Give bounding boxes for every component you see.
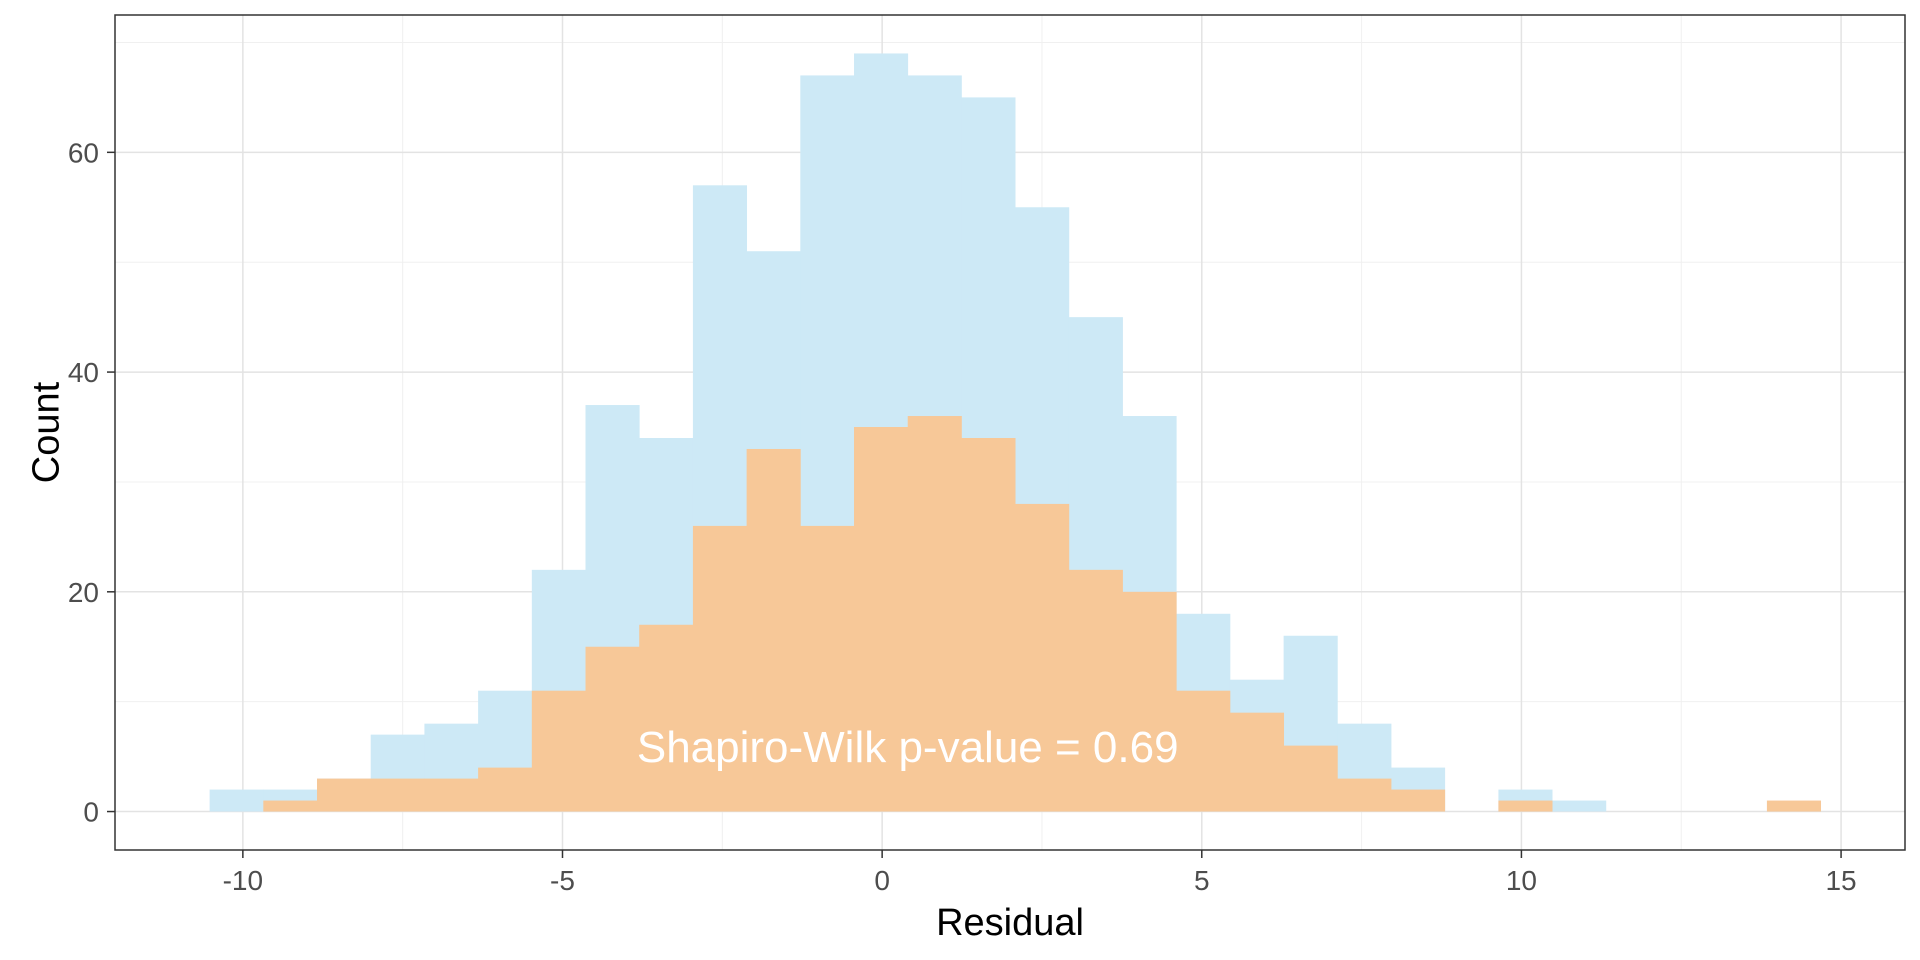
x-tick-label: 10 xyxy=(1506,865,1537,896)
histogram-bar-series-2 xyxy=(907,416,962,812)
histogram-bar-series-2 xyxy=(746,448,801,812)
histogram-bar-series-2 xyxy=(1122,591,1177,812)
x-axis-title: Residual xyxy=(936,902,1084,944)
x-tick-label: 15 xyxy=(1825,865,1856,896)
histogram-bar-series-2 xyxy=(1391,789,1446,812)
histogram-bar-series-2 xyxy=(1068,569,1123,812)
histogram-bar-series-1 xyxy=(1552,800,1607,812)
histogram-bar-series-2 xyxy=(478,767,533,812)
histogram-bar-series-2 xyxy=(639,624,694,812)
histogram-bar-series-2 xyxy=(1766,800,1822,812)
panel-border xyxy=(114,14,1906,851)
histogram-bar-series-2 xyxy=(1283,745,1338,812)
histogram-bar-series-2 xyxy=(531,690,586,812)
x-tick-label: -5 xyxy=(550,865,575,896)
histogram-bar-series-2 xyxy=(424,778,479,812)
histogram-bar-series-2 xyxy=(692,525,748,812)
histogram-bar-series-2 xyxy=(1337,778,1392,812)
y-tick-label: 20 xyxy=(68,577,99,608)
histogram-bar-series-2 xyxy=(1015,503,1070,812)
histogram-bar-series-2 xyxy=(1229,712,1285,812)
histogram-bar-series-2 xyxy=(800,525,855,812)
histogram-bar-series-2 xyxy=(1176,690,1231,812)
x-tick-label: 0 xyxy=(874,865,890,896)
axis-ticks: -10 -5 0 5 10 15 0 20 40 60 xyxy=(68,137,1857,896)
y-tick-label: 40 xyxy=(68,357,99,388)
histogram-bar-series-2 xyxy=(370,778,425,812)
histogram-bar-series-2 xyxy=(263,800,318,812)
histogram-bar-series-2 xyxy=(1498,800,1553,812)
x-tick-label: 5 xyxy=(1194,865,1210,896)
histogram-bar-series-2 xyxy=(854,427,909,812)
histogram-bar-series-2 xyxy=(961,437,1016,812)
y-axis-title: Count xyxy=(25,381,67,483)
x-tick-label: -10 xyxy=(223,865,263,896)
y-tick-label: 60 xyxy=(68,137,99,168)
y-tick-label: 0 xyxy=(83,797,99,828)
histogram-bar-series-2 xyxy=(317,778,372,812)
histogram-bar-series-2 xyxy=(585,646,640,812)
shapiro-wilk-annotation: Shapiro-Wilk p-value = 0.69 xyxy=(637,723,1179,772)
histogram-bars xyxy=(209,53,1822,812)
histogram-bar-series-1 xyxy=(209,789,264,812)
